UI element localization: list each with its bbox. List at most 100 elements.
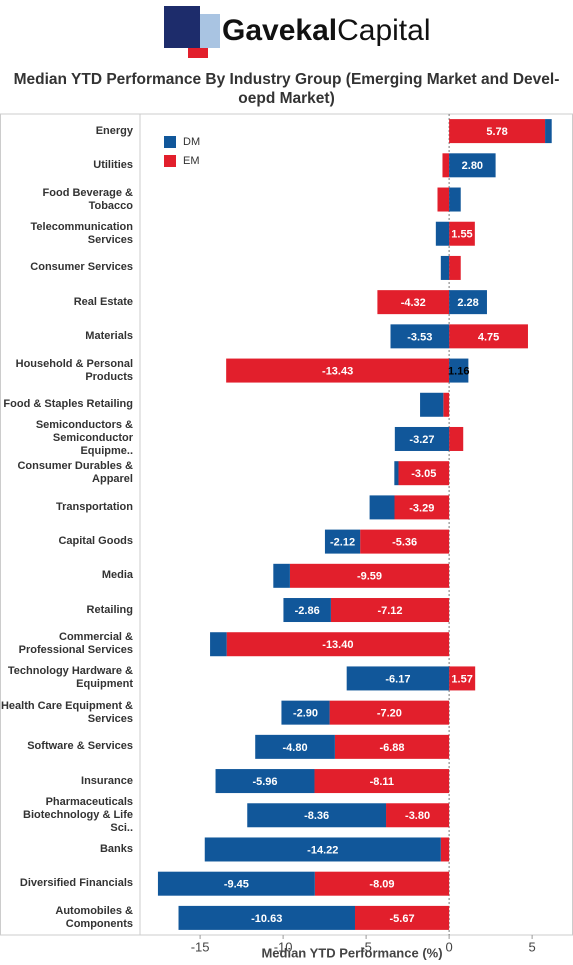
data-label: -5.96 [252,776,277,788]
data-label: -7.12 [377,605,402,617]
logo-text: GavekalCapital [222,14,430,47]
data-label: -3.80 [405,810,430,822]
y-tick-label: Food Beverage & Tobacco [42,186,133,212]
data-label: -9.45 [224,879,249,891]
bar [449,358,469,383]
data-label: 4.75 [478,331,499,343]
data-label: -5.67 [390,913,415,925]
y-tick-label: Transportation [55,500,133,513]
bar [210,632,227,657]
bar [449,153,496,178]
data-label: 2.28 [457,297,478,309]
y-tick-label: Commercial & Professional Services [18,631,133,657]
data-label: -13.43 [322,365,353,377]
bar [314,769,450,794]
bar [440,837,450,862]
y-tick-label: Technology Hardware & Equipment [7,665,133,691]
bar [204,837,441,862]
bar [435,221,450,246]
y-tick-label: Media [101,569,133,582]
y-tick-label: Food & Staples Retailing [3,398,133,411]
y-tick-label: Diversified Financials [19,877,133,890]
y-tick-label: Household & Personal Products [15,357,133,383]
data-label: -4.80 [283,742,308,754]
bar [449,221,475,246]
bar [334,734,450,759]
bar [369,495,395,520]
bar [360,529,450,554]
y-tick-label: Automobiles & Components [55,904,133,930]
bar [377,290,450,315]
bar [449,324,528,349]
data-label: -7.20 [377,708,402,720]
bar [449,290,487,315]
bar [449,187,461,212]
data-label: -8.09 [369,879,394,891]
y-tick-label: Insurance [81,774,133,787]
data-label: -8.36 [304,810,329,822]
data-label: -9.59 [357,571,382,583]
data-label: -14.22 [307,844,338,856]
data-label: -3.29 [409,502,434,514]
bar [247,803,387,828]
logo-navy [164,6,200,48]
bar [394,426,450,451]
y-tick-label: Software & Services [27,740,133,753]
bar [437,187,450,212]
y-tick-label: Capital Goods [58,535,133,548]
data-label: 1.16 [448,365,469,377]
logo-regular: Capital [337,14,430,47]
bar [324,529,361,554]
data-label: -6.88 [379,742,404,754]
data-label: -6.17 [385,673,410,685]
data-label: -4.32 [401,297,426,309]
bar [449,426,464,451]
bar [178,905,355,930]
bar [215,769,315,794]
bar [545,119,552,144]
x-tick-label: 5 [529,939,536,954]
bar [255,734,335,759]
data-label: 1.57 [451,673,472,685]
data-label: -10.63 [251,913,282,925]
data-label: 2.80 [462,160,483,172]
data-label: -3.27 [409,434,434,446]
data-label: -3.05 [411,468,436,480]
x-tick-label: -10 [274,939,293,954]
data-label: -3.53 [407,331,432,343]
bar [281,700,330,725]
legend-label: EM [183,155,200,167]
bar [420,392,444,417]
y-tick-label: Real Estate [73,295,133,308]
bar [157,871,315,896]
bar [346,666,450,691]
y-tick-label: Semiconductors & Semiconductor Equipme.. [35,419,133,458]
logo-bold: Gavekal [222,14,337,47]
y-tick-label: Telecommunication Services [30,220,133,246]
y-tick-label: Energy [95,124,133,137]
bar [329,700,450,725]
y-tick-label: Materials [85,329,133,342]
bar [449,666,476,691]
data-label: -5.36 [392,537,417,549]
x-tick-label: 0 [445,939,452,954]
data-label: -13.40 [322,639,353,651]
data-label: -2.86 [295,605,320,617]
bar [354,905,450,930]
bar [314,871,450,896]
legend-label: DM [183,136,200,148]
x-tick-label: -5 [360,939,372,954]
bar [449,255,461,280]
bar [449,119,546,144]
x-tick-label: -15 [191,939,210,954]
data-label: -8.11 [370,776,394,788]
bar [226,632,450,657]
y-tick-label: Banks [99,842,133,855]
bar [398,461,450,486]
legend-swatch [164,136,176,148]
data-label: 1.55 [451,229,472,241]
bar [330,598,450,623]
data-label: -2.90 [293,708,318,720]
bar [394,495,450,520]
